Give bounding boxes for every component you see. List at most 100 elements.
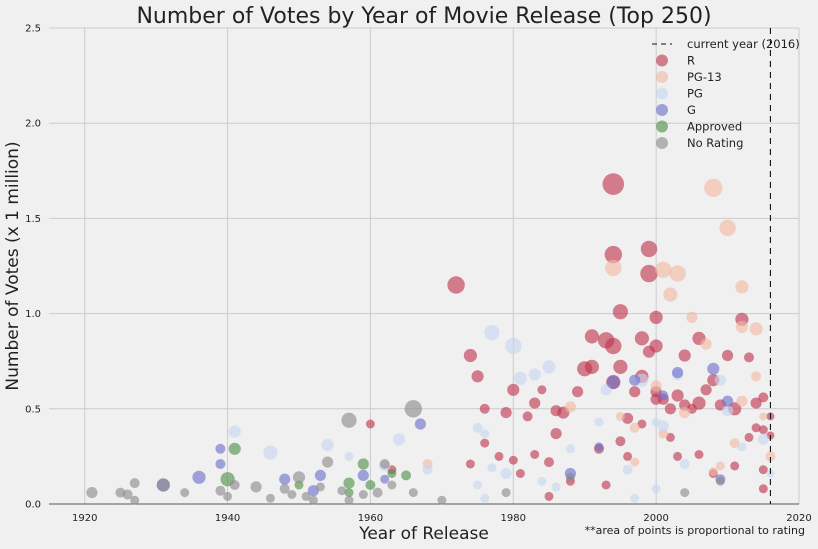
data-point [679,407,691,419]
data-point [357,458,369,470]
x-tick-label: 1980 [501,513,526,524]
data-point [528,368,541,381]
data-point [634,331,650,346]
data-point [250,481,262,493]
data-point [315,482,325,492]
data-point [529,397,541,409]
data-point [765,451,776,462]
data-point [515,469,525,478]
data-point [480,429,490,439]
data-point [749,322,763,336]
data-point [337,486,347,496]
data-point [602,173,625,195]
data-point [649,339,663,353]
data-point [715,461,725,471]
data-point [665,432,675,442]
data-point [156,478,170,492]
legend-label: No Rating [687,136,743,150]
data-point [604,245,622,264]
data-point [223,491,233,501]
data-point [471,370,484,383]
data-point [463,348,477,363]
x-axis-label: Year of Release [358,524,489,544]
legend-label: current year (2016) [687,37,800,51]
data-point [658,428,669,439]
data-point [551,482,561,492]
data-point [678,349,691,362]
data-point [605,259,622,277]
data-point [615,411,625,421]
data-point [279,473,291,485]
data-point [122,489,133,500]
data-point [565,444,575,454]
data-point [465,459,475,469]
data-point [722,349,734,362]
data-point [494,451,504,461]
data-point [501,488,511,498]
data-point [751,423,761,433]
data-point [508,455,518,465]
data-point [613,359,628,374]
data-point [612,304,629,320]
data-point [649,310,663,324]
data-point [640,240,658,258]
data-point [564,401,577,413]
data-point [215,485,226,496]
data-point [343,477,355,489]
data-point [357,469,369,481]
data-point [387,469,397,478]
data-point [700,384,712,396]
data-point [663,287,678,302]
data-point [392,433,406,446]
data-point [704,178,723,198]
x-tick-label: 2000 [643,513,668,524]
legend-marker [656,71,668,83]
data-point [507,383,520,396]
legend-marker [656,104,668,116]
y-tick-label: 1.5 [25,214,41,225]
data-point [544,457,554,468]
data-point [664,403,677,415]
data-point [722,405,734,417]
data-point [86,487,98,499]
data-point [605,337,622,355]
data-point [447,276,465,294]
data-point [673,451,683,461]
legend-marker [656,54,668,67]
data-point [744,352,754,363]
data-point [404,400,422,418]
data-point [722,395,734,407]
data-point [729,438,740,449]
data-point [757,433,769,445]
data-point [658,390,669,401]
data-point [623,451,633,461]
data-point [265,493,275,503]
data-point [730,461,740,471]
data-point [192,470,206,484]
data-point [584,359,600,374]
x-tick-label: 2020 [786,513,811,524]
legend-label: PG [687,87,703,101]
data-point [572,386,584,398]
legend-marker [656,120,668,133]
data-point [505,337,522,355]
y-tick-label: 2.5 [25,24,41,35]
data-point [544,491,554,501]
data-point [379,459,390,469]
data-point [414,418,426,430]
data-point [715,476,725,486]
data-point [629,386,641,398]
data-point [537,385,547,395]
data-point [759,412,768,421]
data-point [322,456,334,468]
data-point [669,265,686,282]
data-point [344,451,354,461]
data-point [606,375,620,389]
data-point [215,459,226,469]
data-point [365,480,376,490]
data-point [758,425,768,435]
data-point [594,417,604,427]
data-point [487,463,497,473]
data-point [473,480,483,490]
